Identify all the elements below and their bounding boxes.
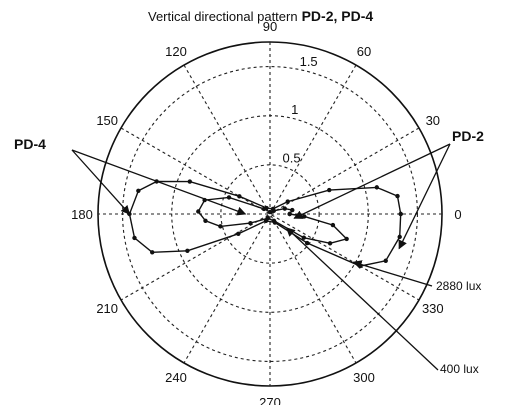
data-point — [185, 248, 190, 253]
data-point — [397, 234, 402, 240]
data-point — [287, 211, 292, 217]
annotation-label: PD-4 — [14, 136, 46, 152]
annotation-arrow — [71, 149, 131, 215]
data-point — [267, 209, 273, 215]
chart-title-suffix: PD-2, PD-4 — [302, 8, 374, 24]
annotations: PD-4 PD-2 2880 lux 400 lux — [14, 128, 484, 376]
chart-title-prefix: Vertical directional pattern — [148, 9, 298, 24]
annotation-arrow — [71, 149, 247, 216]
radial-tick-label: 0.5 — [283, 151, 301, 166]
chart-title: Vertical directional pattern PD-2, PD-4 — [148, 8, 373, 24]
radial-tick-labels: 0.5 1 1.5 — [283, 54, 318, 166]
data-point — [218, 224, 223, 229]
angle-tick-label: 240 — [165, 370, 187, 385]
data-series — [127, 179, 403, 269]
angle-tick-label: 90 — [263, 19, 277, 34]
annotation-label: 2880 lux — [436, 279, 481, 293]
angle-tick-label: 60 — [357, 44, 371, 59]
data-point — [136, 188, 141, 193]
data-point — [271, 208, 276, 214]
angle-tick-label: 270 — [259, 395, 281, 405]
data-point — [344, 236, 349, 242]
data-point — [327, 187, 332, 193]
data-point — [187, 179, 193, 184]
data-point — [282, 206, 287, 211]
data-point — [265, 216, 270, 221]
data-point — [374, 185, 380, 190]
angle-tick-labels: 0 30 60 90 120 150 180 210 240 270 300 330 — [71, 19, 461, 405]
annotation-label: 400 lux — [440, 362, 479, 376]
data-point — [150, 250, 155, 255]
angle-tick-label: 150 — [96, 113, 118, 128]
data-point — [226, 195, 232, 200]
annotation-arrow — [285, 227, 439, 371]
data-point — [203, 218, 208, 223]
angle-tick-label: 120 — [165, 44, 187, 59]
data-point — [301, 235, 307, 240]
data-point — [237, 194, 242, 199]
data-point — [196, 209, 201, 214]
data-point — [248, 220, 253, 226]
annotation-arrow — [398, 143, 451, 250]
series-line — [128, 180, 402, 267]
data-point — [395, 193, 400, 199]
data-point — [132, 235, 137, 241]
data-point — [304, 240, 310, 246]
data-point — [285, 199, 290, 204]
data-point — [290, 207, 295, 213]
angle-tick-label: 30 — [426, 113, 440, 128]
radial-tick-label: 1.5 — [300, 54, 318, 69]
data-point — [271, 218, 277, 224]
angle-tick-label: 180 — [71, 207, 93, 222]
data-point — [383, 258, 388, 263]
angle-tick-label: 0 — [454, 207, 461, 222]
radial-tick-label: 1 — [291, 102, 298, 117]
data-point — [261, 206, 267, 212]
data-point — [330, 222, 336, 228]
annotation-arrow — [352, 260, 433, 287]
annotation-arrow — [293, 143, 451, 219]
angle-tick-label: 330 — [422, 301, 444, 316]
data-point — [398, 211, 403, 217]
data-point — [327, 241, 333, 246]
angle-tick-label: 210 — [96, 301, 118, 316]
angle-tick-label: 300 — [353, 370, 375, 385]
annotation-label: PD-2 — [452, 128, 484, 144]
data-point — [236, 231, 241, 236]
